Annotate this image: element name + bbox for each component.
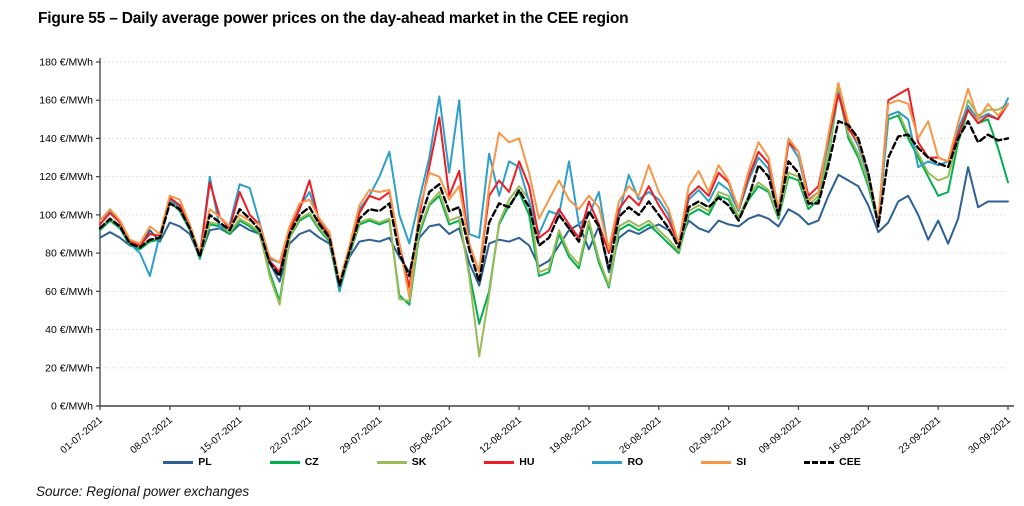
- x-axis-tick-label: 16-09-2021: [827, 415, 874, 456]
- legend-swatch-PL: [163, 460, 194, 464]
- legend-label-CZ: CZ: [304, 456, 319, 468]
- legend-label-PL: PL: [198, 456, 212, 468]
- legend-item-SI: SI: [701, 456, 746, 468]
- x-axis-tick-label: 19-08-2021: [548, 415, 595, 456]
- x-axis-tick-label: 12-08-2021: [478, 415, 525, 456]
- legend-item-PL: PL: [163, 456, 212, 468]
- x-axis-tick-label: 05-08-2021: [408, 415, 455, 456]
- legend-swatch-HU: [484, 460, 515, 464]
- series-line-RO: [99, 91, 1009, 293]
- y-axis-tick-label: 80 €/MWh: [45, 248, 93, 260]
- price-chart: 0 €/MWh 20 €/MWh 40 €/MWh 60 €/MWh 80 €/MWh 1…: [0, 40, 1024, 456]
- x-axis-tick-label: 30-09-2021: [967, 415, 1014, 456]
- chart-canvas: 0 €/MWh 20 €/MWh 40 €/MWh 60 €/MWh 80 €/MWh 1…: [39, 57, 1014, 456]
- chart-legend: PL CZ SK HU RO SI CEE: [0, 456, 1024, 468]
- series-line-CEE: [98, 119, 1010, 287]
- y-axis-tick-label: 100 €/MWh: [39, 209, 93, 221]
- x-axis-tick-label: 02-09-2021: [687, 415, 734, 456]
- y-axis-tick-label: 0 €/MWh: [51, 401, 93, 413]
- legend-swatch-CZ: [269, 460, 300, 464]
- legend-swatch-RO: [592, 460, 623, 464]
- x-axis-tick-label: 29-07-2021: [338, 415, 385, 456]
- x-axis-tick-label: 09-09-2021: [757, 415, 804, 456]
- x-axis-tick-label: 01-07-2021: [59, 415, 106, 456]
- legend-label-CEE: CEE: [839, 456, 861, 468]
- figure-title: Figure 55 – Daily average power prices o…: [38, 10, 629, 27]
- y-axis-tick-label: 180 €/MWh: [39, 57, 93, 69]
- legend-label-SK: SK: [411, 456, 427, 468]
- legend-swatch-SK: [376, 460, 407, 464]
- x-axis-tick-label: 08-07-2021: [129, 415, 176, 456]
- legend-item-SK: SK: [376, 456, 427, 468]
- legend-item-CZ: CZ: [269, 456, 319, 468]
- y-axis-tick-label: 60 €/MWh: [45, 286, 93, 298]
- legend-item-HU: HU: [484, 456, 534, 468]
- x-axis-tick-label: 23-09-2021: [897, 415, 944, 456]
- legend-label-SI: SI: [736, 456, 747, 468]
- legend-item-CEE: CEE: [804, 456, 861, 468]
- x-axis-tick-label: 22-07-2021: [268, 415, 315, 456]
- source-note: Source: Regional power exchanges: [36, 484, 250, 499]
- y-axis-tick-label: 20 €/MWh: [45, 362, 93, 374]
- y-axis-tick-label: 40 €/MWh: [45, 324, 93, 336]
- series-line-SK: [99, 87, 1009, 358]
- y-axis-tick-label: 140 €/MWh: [39, 133, 93, 145]
- y-axis-tick-label: 160 €/MWh: [39, 95, 93, 107]
- x-axis-tick-label: 15-07-2021: [198, 415, 245, 456]
- legend-label-RO: RO: [627, 456, 644, 468]
- y-axis-tick-label: 120 €/MWh: [39, 171, 93, 183]
- x-axis-tick-label: 26-08-2021: [617, 415, 664, 456]
- legend-swatch-CEE: [804, 460, 835, 464]
- legend-item-RO: RO: [592, 456, 643, 468]
- legend-label-HU: HU: [519, 456, 535, 468]
- legend-swatch-SI: [701, 460, 732, 464]
